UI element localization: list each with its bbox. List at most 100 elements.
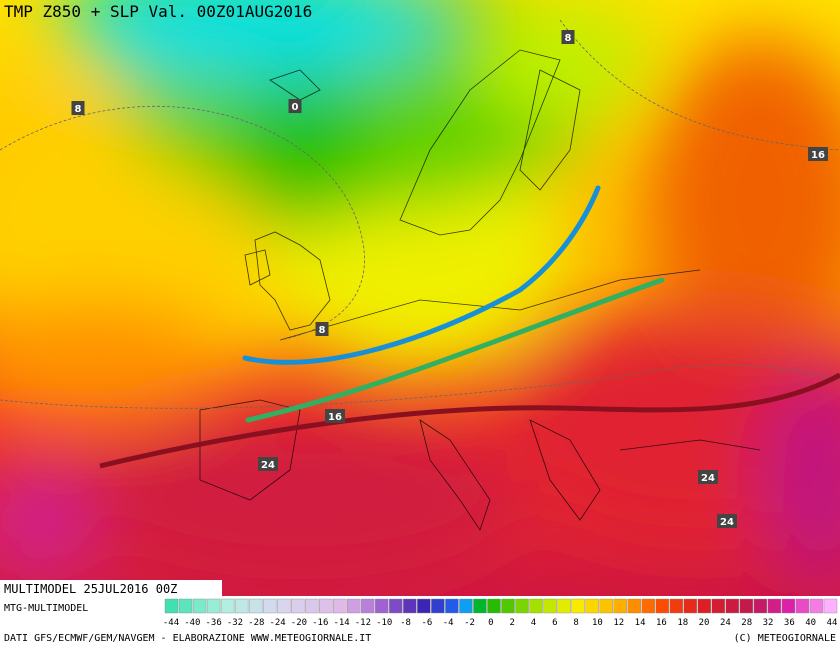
contour-label-box [561,30,575,44]
colorbar-label: -28 [248,618,264,628]
colorbar-label: -12 [355,618,371,628]
colorbar-swatch [683,598,697,614]
contour-label: 24 [261,460,275,471]
colorbar-label: 44 [827,618,838,628]
colorbar-label: 8 [573,618,578,628]
colorbar-label: -14 [333,618,349,628]
colorbar-swatch [627,598,641,614]
colorbar-label: 36 [784,618,795,628]
colorbar-label: 16 [656,618,667,628]
colorbar-swatch [164,598,179,614]
colorbar-swatch [262,598,277,614]
colorbar-label: -16 [312,618,328,628]
contour-label: 8 [75,104,82,115]
colorbar-label: 20 [699,618,710,628]
colorbar-swatch [725,598,740,614]
colorbar-swatch [613,598,627,614]
colorbar-swatch [248,598,263,614]
colorbar-swatch [473,598,487,614]
colorbar-label: 24 [720,618,731,628]
colorbar-swatch [585,598,599,614]
contour-label-box [698,470,718,484]
copyright: (C) METEOGIORNALE [734,633,836,644]
colorbar-label: -8 [400,618,411,628]
colorbar-swatch [823,598,838,614]
contour-label: 24 [720,517,734,528]
colorbar-swatch [529,598,543,614]
colorbar-swatch [795,598,810,614]
map [0,0,840,596]
colorbar-label: 2 [509,618,514,628]
colorbar-swatch [445,598,459,614]
colorbar-swatch [809,598,824,614]
contour-label-box [315,322,329,336]
colorbar-swatch [417,598,431,614]
colorbar-swatch [767,598,782,614]
colorbar-swatch [557,598,571,614]
contour-label-box [808,147,828,161]
colorbar-swatch [739,598,754,614]
run-label: MULTIMODEL 25JUL2016 00Z [4,582,177,596]
colorbar-label: 32 [763,618,774,628]
colorbar-swatch [711,598,726,614]
colorbar-swatch [305,598,319,614]
colorbar-label: -6 [421,618,432,628]
colorbar-label: 6 [552,618,557,628]
colorbar-label: -32 [227,618,243,628]
colorbar-swatch [206,598,221,614]
colorbar-swatch [641,598,655,614]
credits: DATI GFS/ECMWF/GEM/NAVGEM - ELABORAZIONE… [4,633,371,644]
contour-label: 16 [811,150,825,161]
colorbar-swatch [361,598,375,614]
colorbar-swatch [192,598,207,614]
contour-label: 0 [292,102,299,113]
contour-label: 8 [319,325,326,336]
colorbar-swatch [319,598,333,614]
colorbar-swatch [347,598,361,614]
colorbar-label: 28 [741,618,752,628]
contour-label-box [325,409,345,423]
colorbar-label: -36 [206,618,222,628]
colorbar-swatch [501,598,515,614]
colorbar-swatch [781,598,796,614]
colorbar-swatch [599,598,613,614]
colorbar-label: -44 [163,618,179,628]
colorbar-swatch [234,598,249,614]
colorbar-swatch [655,598,669,614]
colorbar-swatch [753,598,768,614]
run-box [0,580,222,596]
colorbar-label: -40 [184,618,200,628]
colorbar-swatch [178,598,193,614]
contour-label-box [71,101,85,115]
colorbar-swatch [375,598,389,614]
contour-label-box [717,514,737,528]
colorbar-swatch [403,598,417,614]
contour-label-box [288,99,302,113]
colorbar-swatch [290,598,305,614]
colorbar-label: 10 [592,618,603,628]
colorbar-swatch [431,598,445,614]
colorbar-label: -24 [269,618,285,628]
colorbar-swatch [276,598,291,614]
contour-label: 24 [701,473,715,484]
colorbar-label: -2 [464,618,475,628]
colorbar-swatch [389,598,403,614]
colorbar-swatch [543,598,557,614]
colorbar-swatch [571,598,585,614]
colorbar-swatch [333,598,347,614]
colorbar-label: 40 [805,618,816,628]
colorbar-label: -20 [291,618,307,628]
colorbar-label: -10 [376,618,392,628]
colorbar-swatch [459,598,473,614]
colorbar-label: -4 [443,618,454,628]
source-label: MTG-MULTIMODEL [4,603,88,614]
colorbar-swatch [220,598,235,614]
colorbar-swatch [487,598,501,614]
map-title: TMP Z850 + SLP Val. 00Z01AUG2016 [4,2,312,21]
colorbar-label: 18 [677,618,688,628]
colorbar-swatch [697,598,712,614]
colorbar-label: 12 [613,618,624,628]
contour-label: 16 [328,412,342,423]
colorbar-swatch [669,598,683,614]
